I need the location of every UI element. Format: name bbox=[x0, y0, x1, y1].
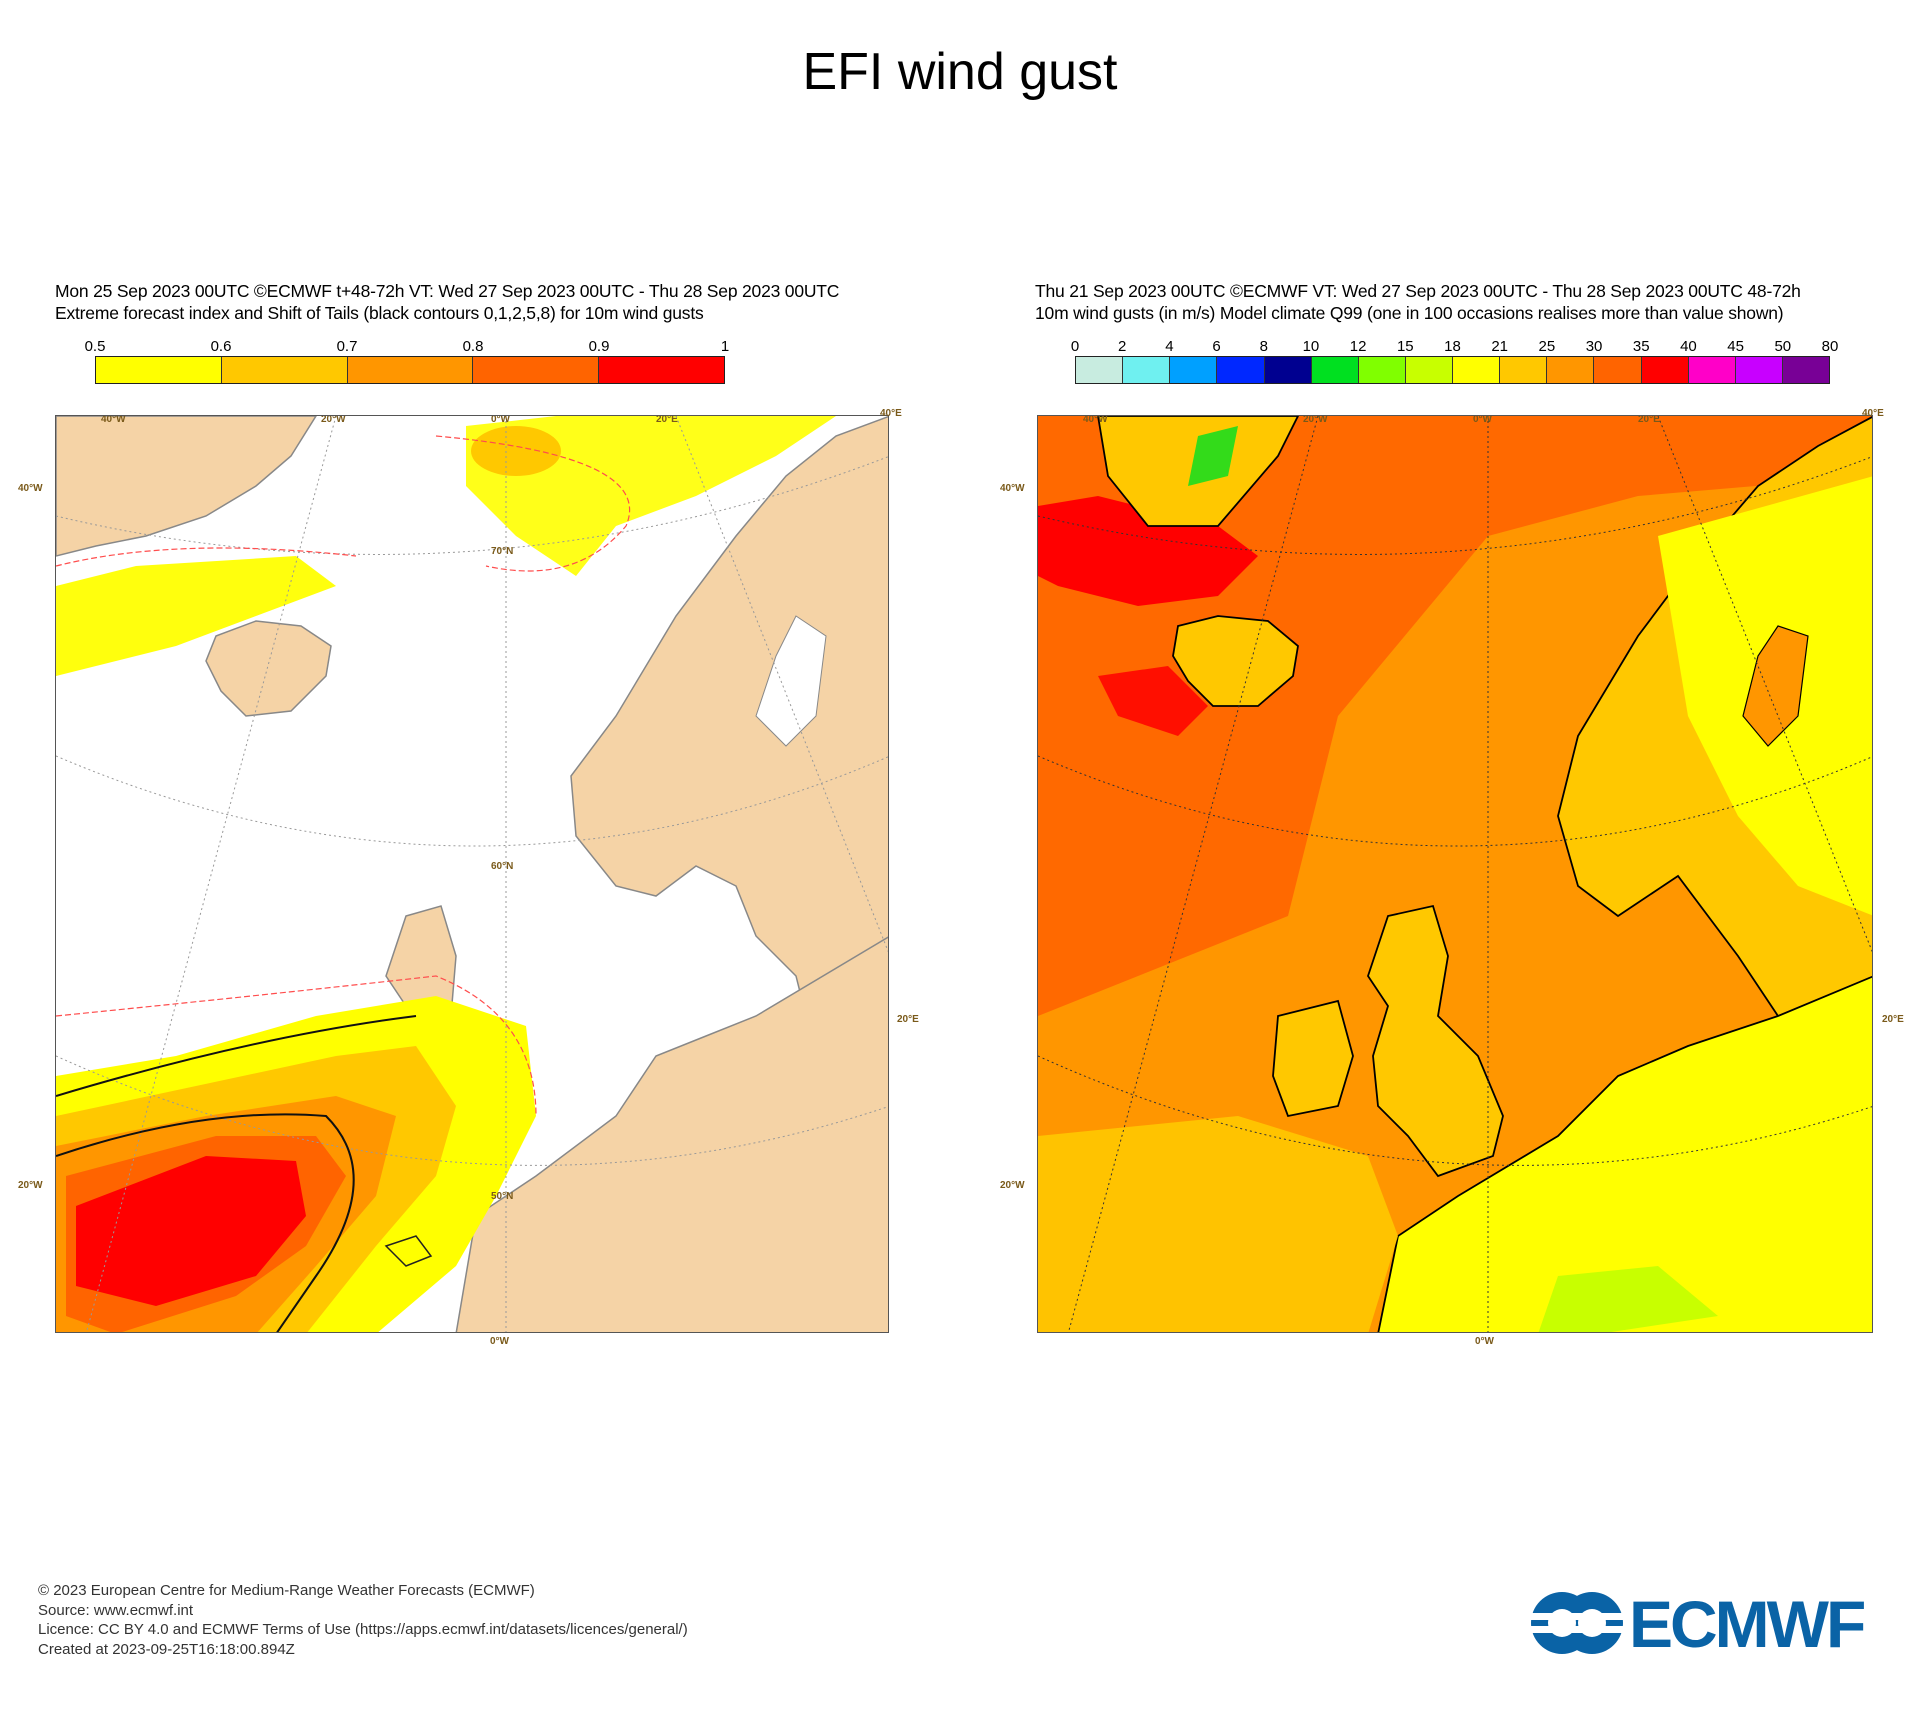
lon-label-20e: 20°E bbox=[656, 415, 678, 425]
colorbar-tick-label: 10 bbox=[1302, 338, 1320, 355]
colorbar-swatch bbox=[1782, 357, 1829, 383]
left-bottom-label: 0°W bbox=[490, 1336, 509, 1347]
efi-colorbar-swatches bbox=[95, 356, 725, 384]
colorbar-swatch bbox=[1123, 357, 1171, 383]
efi-header-line1: Mon 25 Sep 2023 00UTC ©ECMWF t+48-72h VT… bbox=[55, 281, 840, 301]
colorbar-swatch bbox=[1405, 357, 1453, 383]
efi-map-svg bbox=[56, 416, 888, 1332]
colorbar-swatch bbox=[1500, 357, 1548, 383]
colorbar-swatch bbox=[1594, 357, 1642, 383]
efi-colorbar: 0.5 0.6 0.7 0.8 0.9 1 bbox=[85, 338, 730, 398]
colorbar-swatch bbox=[599, 357, 724, 383]
left-edge-label-20e: 20°E bbox=[897, 1014, 919, 1025]
page-title: EFI wind gust bbox=[802, 43, 1118, 101]
colorbar-swatch bbox=[1358, 357, 1406, 383]
footer-licence: Licence: CC BY 4.0 and ECMWF Terms of Us… bbox=[38, 1621, 688, 1638]
colorbar-tick-label: 45 bbox=[1727, 338, 1744, 355]
footer: © 2023 European Centre for Medium-Range … bbox=[38, 1581, 688, 1659]
colorbar-swatch bbox=[1688, 357, 1736, 383]
left-edge-label-40e: 40°E bbox=[880, 408, 902, 419]
colorbar-tick-label: 12 bbox=[1349, 338, 1367, 355]
lon-label-0: 0°W bbox=[1473, 415, 1492, 425]
colorbar-swatch bbox=[1311, 357, 1359, 383]
right-edge-label-40w: 40°W bbox=[1000, 483, 1025, 494]
lon-label-40w: 40°W bbox=[1083, 415, 1108, 425]
lat-label-60n: 60°N bbox=[491, 861, 514, 872]
colorbar-tick-label: 35 bbox=[1632, 338, 1650, 355]
climate-colorbar-swatches bbox=[1075, 356, 1830, 384]
colorbar-swatch bbox=[1217, 357, 1265, 383]
colorbar-swatch bbox=[1735, 357, 1783, 383]
climate-header-line2: 10m wind gusts (in m/s) Model climate Q9… bbox=[1035, 303, 1784, 323]
colorbar-swatch bbox=[1641, 357, 1689, 383]
left-edge-label-20w: 20°W bbox=[18, 1180, 43, 1191]
colorbar-tick-label: 6 bbox=[1212, 338, 1221, 355]
colorbar-tick-label: 25 bbox=[1538, 338, 1556, 355]
lon-label-0: 0°W bbox=[491, 415, 510, 425]
colorbar-tick-label: 21 bbox=[1491, 338, 1509, 355]
climate-colorbar-ticks: 0 2 4 6 8 10 12 15 18 21 25 30 35 40 45 50 80 bbox=[1071, 338, 1839, 356]
right-edge-label-40e: 40°E bbox=[1862, 408, 1884, 419]
colorbar-tick-label: 0 bbox=[1070, 338, 1080, 355]
lon-label-20w: 20°W bbox=[321, 415, 346, 425]
colorbar-tick-label: 8 bbox=[1259, 338, 1268, 355]
colorbar-tick-label: 15 bbox=[1396, 338, 1414, 355]
lon-label-40w: 40°W bbox=[101, 415, 126, 425]
right-edge-label-20w: 20°W bbox=[1000, 1180, 1025, 1191]
colorbar-tick-label: 1 bbox=[720, 338, 730, 355]
colorbar-swatch bbox=[473, 357, 600, 383]
climate-header-line1: Thu 21 Sep 2023 00UTC ©ECMWF VT: Wed 27 … bbox=[1035, 281, 1801, 301]
logo-text: ECMWF bbox=[1629, 1588, 1864, 1658]
right-bottom-label: 0°W bbox=[1475, 1336, 1494, 1347]
colorbar-swatch bbox=[1076, 357, 1124, 383]
colorbar-swatch bbox=[221, 357, 348, 383]
colorbar-tick-label: 0.8 bbox=[462, 338, 484, 355]
ecmwf-logo-icon: ECMWF bbox=[1526, 1587, 1867, 1661]
colorbar-swatch bbox=[347, 357, 474, 383]
climate-map-svg bbox=[1038, 416, 1872, 1332]
lat-label-70n: 70°N bbox=[491, 546, 514, 557]
efi-panel: Mon 25 Sep 2023 00UTC ©ECMWF t+48-72h VT… bbox=[55, 280, 935, 1333]
footer-copyright: © 2023 European Centre for Medium-Range … bbox=[38, 1582, 535, 1599]
left-edge-label-40w: 40°W bbox=[18, 483, 43, 494]
climate-colorbar: 0 2 4 6 8 10 12 15 18 21 25 30 35 40 45 50 80 bbox=[1071, 338, 1839, 398]
footer-source: Source: www.ecmwf.int bbox=[38, 1601, 194, 1619]
colorbar-tick-label: 4 bbox=[1165, 338, 1174, 355]
climate-panel: Thu 21 Sep 2023 00UTC ©ECMWF VT: Wed 27 … bbox=[1035, 280, 1895, 1333]
colorbar-swatch bbox=[1264, 357, 1312, 383]
footer-created: Created at 2023-09-25T16:18:00.894Z bbox=[38, 1640, 295, 1658]
colorbar-tick-label: 50 bbox=[1774, 338, 1792, 355]
efi-map[interactable]: 40°W 20°W 0°W 20°E 70°N 60°N 50°N bbox=[55, 415, 889, 1333]
colorbar-tick-label: 0.7 bbox=[336, 338, 358, 355]
efi-header-line2: Extreme forecast index and Shift of Tail… bbox=[55, 303, 704, 323]
colorbar-swatch bbox=[1547, 357, 1595, 383]
colorbar-tick-label: 0.5 bbox=[84, 338, 106, 355]
colorbar-tick-label: 0.6 bbox=[210, 338, 232, 355]
colorbar-tick-label: 40 bbox=[1680, 338, 1697, 355]
colorbar-tick-label: 30 bbox=[1585, 338, 1603, 355]
lon-label-20e: 20°E bbox=[1638, 415, 1660, 425]
ecmwf-logo: ECMWF bbox=[1526, 1587, 1896, 1663]
lat-label-50n: 50°N bbox=[491, 1191, 514, 1202]
colorbar-tick-label: 80 bbox=[1821, 338, 1839, 355]
colorbar-tick-label: 2 bbox=[1118, 338, 1127, 355]
colorbar-tick-label: 0.9 bbox=[588, 338, 610, 355]
colorbar-swatch bbox=[1453, 357, 1501, 383]
colorbar-swatch bbox=[96, 357, 222, 383]
colorbar-swatch bbox=[1170, 357, 1218, 383]
colorbar-tick-label: 18 bbox=[1444, 338, 1461, 355]
lon-label-20w: 20°W bbox=[1303, 415, 1328, 425]
right-edge-label-20e: 20°E bbox=[1882, 1014, 1904, 1025]
efi-colorbar-ticks: 0.5 0.6 0.7 0.8 0.9 1 bbox=[85, 338, 730, 356]
climate-map[interactable]: 40°W 20°W 0°W 20°E bbox=[1037, 415, 1873, 1333]
